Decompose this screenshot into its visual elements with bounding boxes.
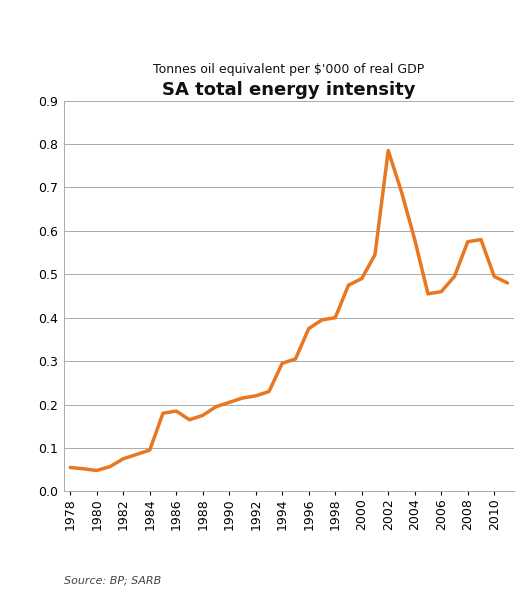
Text: Source: BP; SARB: Source: BP; SARB	[64, 576, 161, 586]
Title: SA total energy intensity: SA total energy intensity	[162, 81, 416, 99]
Text: Tonnes oil equivalent per $'000 of real GDP: Tonnes oil equivalent per $'000 of real …	[153, 63, 425, 76]
